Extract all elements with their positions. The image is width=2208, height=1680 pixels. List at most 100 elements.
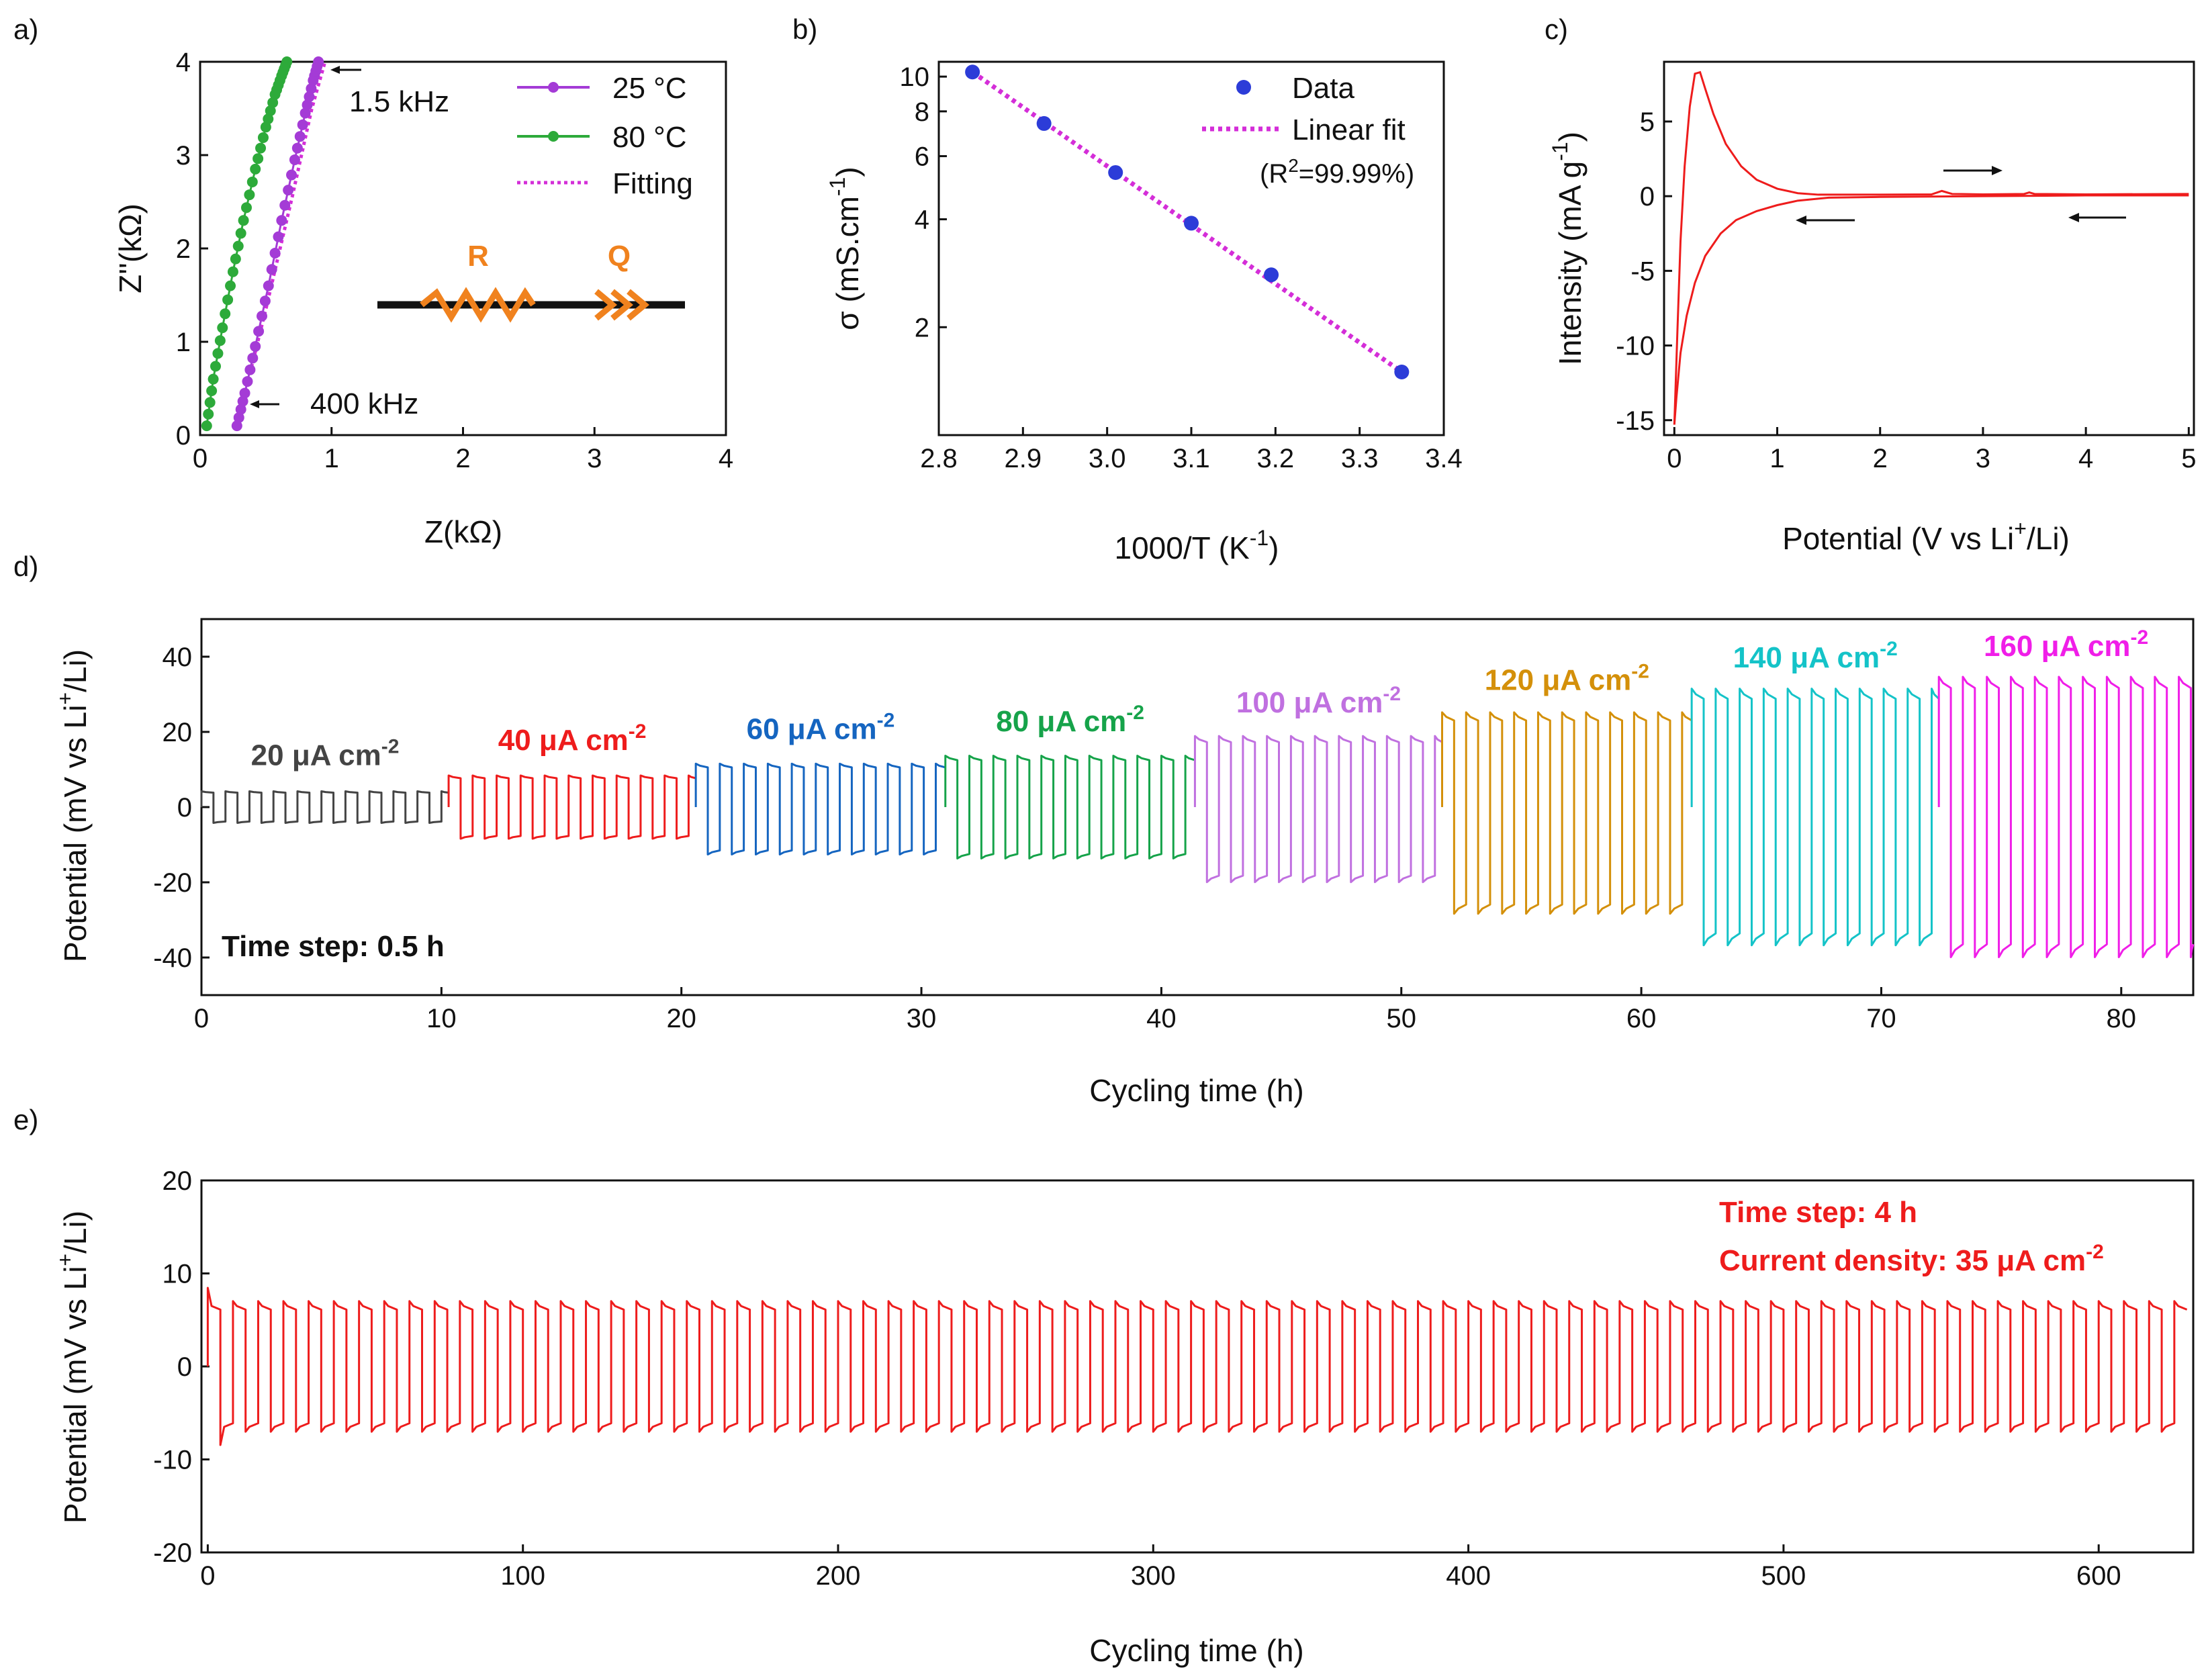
data-point [1264,267,1279,283]
segment-6-trace [1690,688,1940,947]
panel-c-y-ticks: -15 -10 -5 0 5 [1616,107,1672,436]
series-25c-point [306,83,317,94]
high-freq-arrowhead [330,66,340,74]
reverse-arrowhead-2 [2068,213,2079,222]
e-ytick-label: 20 [163,1166,193,1196]
cv-forward-scan [1673,71,2189,425]
series-25c-point [259,295,271,307]
panel-a-x-ticks: 0 1 2 3 4 [193,427,733,473]
a-xtick-label: 3 [587,444,602,473]
series-80c-point [201,420,212,432]
panel-d-label: d) [13,551,38,582]
d-xtick-label: 10 [426,1004,457,1033]
a-xtick-label: 2 [455,444,470,473]
series-80c-point [257,132,269,143]
series-80c-point [204,397,216,408]
segment-7-trace [1937,675,2195,958]
long-cycling-trace [206,1287,2188,1446]
d-ytick-label: 0 [177,793,192,823]
a-xtick-label: 4 [719,444,733,473]
panel-e-long-cycling: e) 0 100 200 300 400 500 600 -20 -10 0 10 20 Cycli… [13,1104,2195,1668]
panel-b-x-ticks: 2.8 2.9 3.0 3.1 3.2 3.3 3.4 [920,427,1463,473]
e-ytick-label: -20 [153,1538,192,1568]
series-80c-point [232,240,244,252]
series-80c-point [235,228,246,239]
a-ytick-label: 4 [176,48,191,77]
a-xtick-label: 1 [324,444,339,473]
panel-d-x-title: Cycling time (h) [1089,1073,1304,1108]
series-25c-point [247,353,259,364]
series-25c-point [286,169,297,181]
d-xtick-label: 80 [2107,1004,2137,1033]
c-ytick-label: 0 [1640,182,1655,212]
segment-1-label: 40 μA cm-2 [498,720,647,757]
e-xtick-label: 0 [200,1561,215,1591]
legend-fitting-label: Fitting [612,167,693,200]
e-ytick-label: 10 [163,1260,193,1289]
series-25c-point [269,247,281,259]
series-25c-point [242,376,253,387]
series-25c-point [304,91,315,103]
series-25c-point [239,387,250,399]
data-point [1184,216,1199,231]
reverse-arrowhead-1 [1796,216,1806,225]
panel-a-y-ticks: 0 1 2 3 4 [176,48,208,451]
d-ytick-label: 40 [163,643,193,672]
segment-5-trace [1440,711,1692,915]
b-xtick-label: 3.1 [1172,444,1210,473]
e-xtick-label: 600 [2076,1561,2121,1591]
series-80c-point [263,113,274,125]
series-80c-point [222,294,234,306]
e-xtick-label: 500 [1761,1561,1806,1591]
b-xtick-label: 3.2 [1257,444,1295,473]
panel-b-legend: Data Linear fit (R2=99.99%) [1202,72,1414,189]
series-80c-point [252,153,264,165]
d-ytick-label: -20 [153,868,192,898]
c-xtick-label: 4 [2078,444,2093,473]
fitting-line [235,61,327,426]
panel-c-x-title: Potential (V vs Li+/Li) [1782,516,2070,556]
low-freq-label: 400 kHz [310,387,418,420]
series-80c-point [244,189,255,201]
scan-direction-arrows [1796,166,2126,225]
series-80c-point [281,56,293,67]
panel-c-cv-plot: c) 0 1 2 3 4 5 -15 -10 -5 0 5 Potential (V vs Li+… [1545,13,2196,556]
series-80c-point [238,215,249,226]
c-ytick-label: -5 [1630,256,1655,286]
c-xtick-label: 2 [1873,444,1888,473]
d-xtick-label: 70 [1866,1004,1896,1033]
b-xtick-label: 2.8 [920,444,958,473]
d-xtick-label: 30 [907,1004,937,1033]
series-80c-point [260,122,271,133]
series-25c-point [300,107,311,119]
segment-4-label: 100 μA cm-2 [1236,683,1401,719]
series-25c-point [263,280,274,291]
panel-b-y-ticks: 2 4 6 8 10 [900,62,947,342]
segment-7-label: 160 μA cm-2 [1984,626,2148,663]
panel-e-frame [200,1179,2195,1554]
series-25c-point [313,56,324,67]
series-80c-point [225,280,236,291]
panel-b-y-title: σ (mS.cm-1) [825,167,865,330]
legend-25c-marker [548,82,559,93]
panel-a-eis-plot: a) 0 1 2 3 4 0 1 2 3 4 Z(kΩ) Z''(kΩ) 25 °C 80 °C… [13,13,733,549]
data-point [1108,165,1123,180]
b-xtick-label: 2.9 [1005,444,1042,473]
b-ytick-label: 4 [915,205,929,235]
series-80c-point [230,253,241,265]
a-ytick-label: 0 [176,421,191,451]
series-80c-point [212,348,224,359]
series-80c-point [208,373,219,385]
series-25c-point [233,412,244,423]
series-80c-point [210,361,222,372]
panel-b-series [965,64,1410,379]
legend-data-label: Data [1292,72,1354,105]
e-xtick-label: 100 [500,1561,545,1591]
a-xtick-label: 0 [193,444,208,473]
panel-c-frame [1663,60,2195,436]
series-25c-point [297,119,308,130]
c-xtick-label: 3 [1976,444,1990,473]
panel-e-current-density-note: Current density: 35 μA cm-2 [1719,1241,2104,1277]
legend-25c-label: 25 °C [612,72,687,105]
